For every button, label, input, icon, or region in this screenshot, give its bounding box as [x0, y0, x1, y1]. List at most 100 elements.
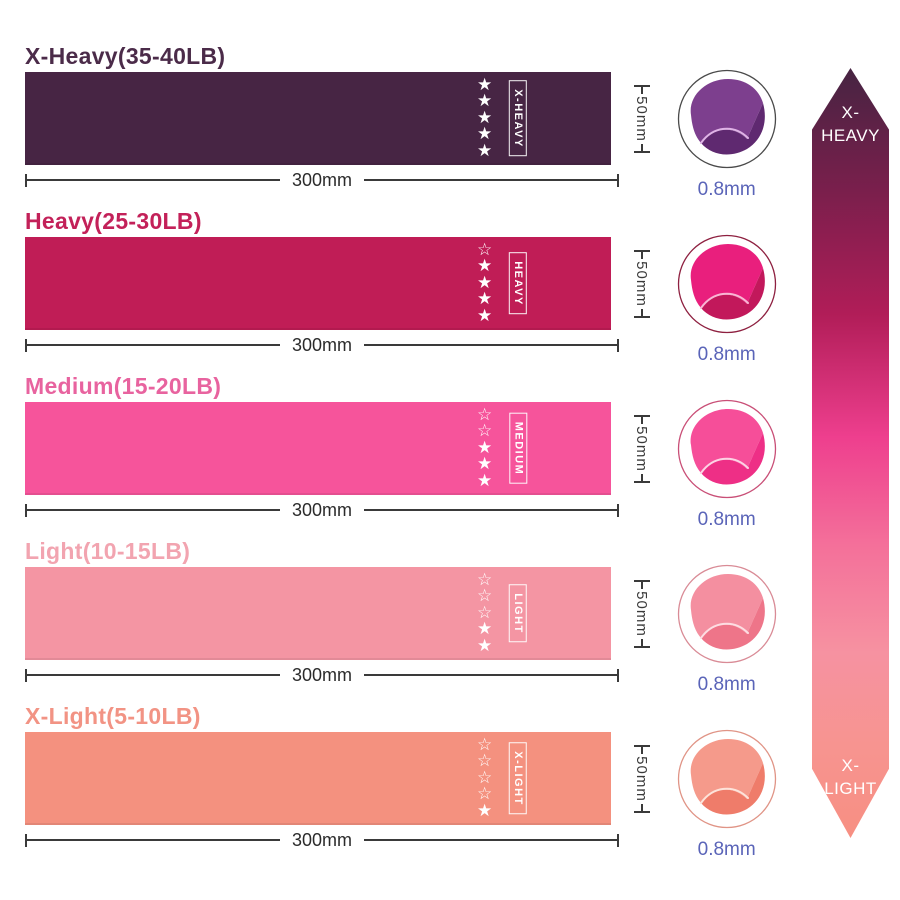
band-column: Heavy(25-30LB) ☆ ★ ★ ★ ★ HEAVY 300mm: [25, 208, 619, 360]
star-outline-icon: ☆: [477, 239, 493, 260]
measure-line: [364, 839, 617, 841]
star-outline-icon: ☆: [477, 750, 493, 771]
band-tag-wrap: MEDIUM: [504, 403, 532, 493]
measure-cap-bottom: [633, 308, 650, 318]
measure-line: [27, 344, 280, 346]
height-measure-label: 50mm: [633, 755, 651, 802]
arrow-bottom-label: X- LIGHT: [812, 754, 889, 800]
width-measure-label: 300mm: [291, 334, 353, 355]
measure-tick-right: [617, 503, 619, 517]
band-section: Heavy(25-30LB) ☆ ★ ★ ★ ★ HEAVY 300mm 50mm: [25, 208, 900, 365]
width-measure-label: 300mm: [291, 169, 353, 190]
band-section: X-Heavy(35-40LB) ★ ★ ★ ★ ★ X-HEAVY 300mm 50m…: [25, 43, 900, 200]
star-filled-icon: ★: [477, 618, 493, 639]
thickness-label: 0.8mm: [697, 839, 756, 860]
width-measure: 300mm: [25, 165, 619, 195]
measure-line: [27, 839, 280, 841]
measure-line: [364, 509, 617, 511]
band-title: X-Light(5-10LB): [25, 703, 201, 729]
star-filled-icon: ★: [477, 800, 493, 821]
star-filled-icon: ★: [477, 272, 493, 293]
thickness-preview: 0.8mm: [675, 234, 779, 366]
thickness-preview: 0.8mm: [675, 69, 779, 201]
band-section: Light(10-15LB) ☆ ☆ ☆ ★ ★ LIGHT 300mm 50mm: [25, 538, 900, 695]
measure-cap-top: [633, 579, 650, 589]
width-measure: 300mm: [25, 660, 619, 690]
height-measure: 50mm: [619, 732, 665, 825]
measure-cap-top: [633, 744, 650, 754]
measure-line: [27, 509, 280, 511]
folded-band-photo: [677, 234, 776, 334]
band-tag-wrap: X-HEAVY: [504, 73, 532, 163]
height-measure-label: 50mm: [633, 590, 651, 637]
star-outline-icon: ☆: [477, 420, 493, 441]
measure-cap-bottom: [633, 638, 650, 648]
star-outline-icon: ☆: [477, 569, 493, 590]
measure-line: [364, 179, 617, 181]
arrow-label-line: HEAVY: [821, 126, 880, 145]
band-rectangle: ☆ ☆ ☆ ☆ ★ X-LIGHT: [25, 732, 611, 825]
band-column: Light(10-15LB) ☆ ☆ ☆ ★ ★ LIGHT 300mm: [25, 538, 619, 690]
height-measure-label: 50mm: [633, 95, 651, 142]
star-filled-icon: ★: [477, 288, 493, 309]
height-measure: 50mm: [619, 567, 665, 660]
height-measure-label: 50mm: [633, 260, 651, 307]
band-column: X-Light(5-10LB) ☆ ☆ ☆ ☆ ★ X-LIGHT 300mm: [25, 703, 619, 855]
star-rating: ☆ ☆ ☆ ☆ ★: [477, 736, 492, 819]
width-measure: 300mm: [25, 495, 619, 525]
measure-tick-right: [617, 338, 619, 352]
band-title: Medium(15-20LB): [25, 373, 222, 399]
measure-tick-right: [617, 833, 619, 847]
arrow-top-label: X- HEAVY: [812, 101, 889, 147]
folded-band-photo: [677, 564, 776, 664]
thickness-label: 0.8mm: [697, 179, 756, 200]
measure-cap-bottom: [633, 143, 650, 153]
measure-line: [364, 674, 617, 676]
measure-line: [27, 674, 280, 676]
measure-line: [364, 344, 617, 346]
height-measure-label: 50mm: [633, 425, 651, 472]
width-measure-label: 300mm: [291, 499, 353, 520]
height-measure: 50mm: [619, 237, 665, 330]
star-rating: ☆ ☆ ★ ★ ★: [477, 406, 492, 489]
arrow-label-line: X-: [841, 103, 860, 122]
band-section: Medium(15-20LB) ☆ ☆ ★ ★ ★ MEDIUM 300mm 50mm: [25, 373, 900, 530]
star-outline-icon: ☆: [477, 602, 493, 623]
star-outline-icon: ☆: [477, 734, 493, 755]
star-filled-icon: ★: [477, 255, 493, 276]
measure-cap-top: [633, 414, 650, 424]
star-rating: ★ ★ ★ ★ ★: [477, 76, 492, 159]
band-strength-tag: X-LIGHT: [509, 741, 527, 814]
band-strength-tag: LIGHT: [509, 583, 527, 642]
star-filled-icon: ★: [477, 107, 493, 128]
band-column: X-Heavy(35-40LB) ★ ★ ★ ★ ★ X-HEAVY 300mm: [25, 43, 619, 195]
band-tag-wrap: HEAVY: [504, 238, 532, 328]
band-tag-wrap: X-LIGHT: [504, 733, 532, 823]
width-measure: 300mm: [25, 330, 619, 360]
star-rating: ☆ ★ ★ ★ ★: [477, 241, 492, 324]
star-filled-icon: ★: [477, 74, 493, 95]
measure-line: [27, 179, 280, 181]
star-rating: ☆ ☆ ☆ ★ ★: [477, 571, 492, 654]
star-filled-icon: ★: [477, 90, 493, 111]
band-rectangle: ☆ ★ ★ ★ ★ HEAVY: [25, 237, 611, 330]
measure-cap-top: [633, 84, 650, 94]
folded-band-photo: [677, 729, 776, 829]
band-strength-tag: X-HEAVY: [509, 79, 527, 156]
star-filled-icon: ★: [477, 453, 493, 474]
band-rectangle: ★ ★ ★ ★ ★ X-HEAVY: [25, 72, 611, 165]
measure-cap-bottom: [633, 473, 650, 483]
band-strength-tag: HEAVY: [509, 251, 527, 314]
band-section: X-Light(5-10LB) ☆ ☆ ☆ ☆ ★ X-LIGHT 300mm 50mm: [25, 703, 900, 860]
measure-tick-left: [25, 833, 27, 847]
star-filled-icon: ★: [477, 140, 493, 161]
measure-cap-top: [633, 249, 650, 259]
width-measure: 300mm: [25, 825, 619, 855]
bands-container: X-Heavy(35-40LB) ★ ★ ★ ★ ★ X-HEAVY 300mm 50m…: [25, 43, 900, 860]
star-outline-icon: ☆: [477, 767, 493, 788]
thickness-preview: 0.8mm: [675, 564, 779, 696]
thickness-label: 0.8mm: [697, 674, 756, 695]
arrow-label-line: LIGHT: [824, 779, 877, 798]
measure-tick-left: [25, 338, 27, 352]
band-tag-wrap: LIGHT: [504, 568, 532, 658]
